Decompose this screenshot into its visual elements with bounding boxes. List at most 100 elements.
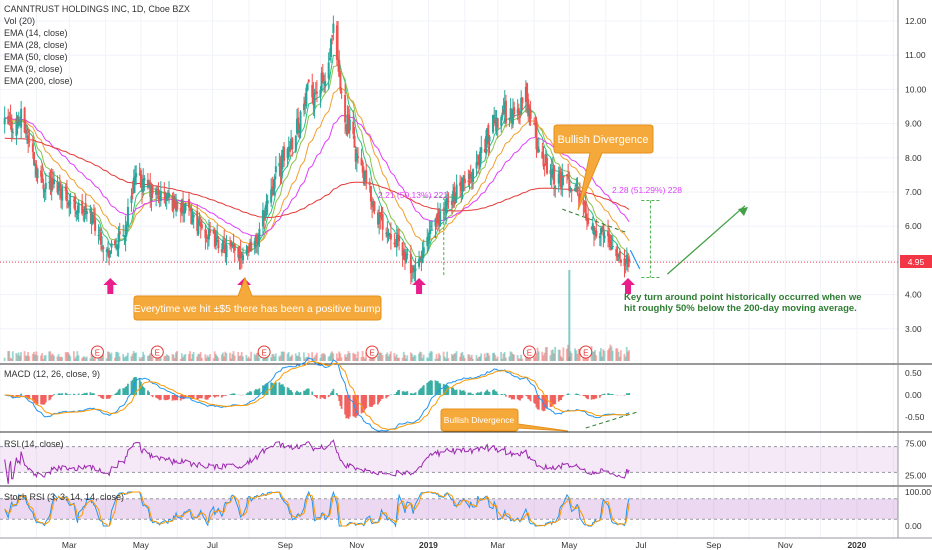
volume-bar [386, 352, 389, 361]
volume-bar [469, 357, 472, 361]
volume-bar [611, 350, 614, 361]
volume-bar [396, 357, 399, 361]
macd-histogram-bar [321, 395, 324, 398]
macd-histogram-bar [175, 395, 177, 400]
candle-body [311, 84, 314, 98]
volume-bar [361, 351, 364, 361]
volume-bar [346, 354, 349, 361]
candle-body [33, 152, 36, 166]
candle-body [570, 189, 573, 192]
macd-histogram-bar [520, 395, 523, 399]
macd-histogram-bar [395, 391, 398, 395]
macd-histogram-bar [404, 392, 406, 395]
time-tick-label: Jul [635, 540, 646, 550]
macd-histogram-bar [627, 393, 629, 395]
volume-bar [230, 358, 233, 361]
volume-bar [327, 356, 330, 361]
measure-label-1: 2.21 (50.13%) 221 [378, 190, 448, 200]
candle-body [223, 240, 226, 243]
macd-histogram-bar [213, 395, 216, 398]
volume-bar [164, 356, 167, 361]
down-arrow-line [629, 249, 641, 270]
candle-body [213, 229, 216, 247]
candle-body [272, 188, 275, 195]
volume-bar [25, 355, 28, 361]
volume-bar [460, 352, 463, 361]
candle-body [551, 168, 554, 175]
candle-body [618, 251, 621, 259]
volume-bar [553, 353, 555, 361]
macd-histogram-bar [24, 395, 27, 397]
volume-bar [254, 355, 257, 361]
candle-body [553, 165, 556, 185]
volume-bar [493, 352, 495, 361]
candle-body [550, 169, 553, 178]
macd-histogram-bar [534, 395, 537, 404]
candle-body [368, 181, 371, 186]
candle-body [105, 249, 108, 252]
volume-bar [220, 354, 223, 361]
macd-divergence-text: Bullish Divergence [444, 415, 515, 425]
stoch-tick-label: 100.00 [905, 487, 931, 497]
volume-bar [413, 355, 416, 361]
candle-body [475, 162, 478, 169]
candle-body [35, 164, 38, 176]
candle-body [492, 114, 495, 133]
macd-histogram-bar [66, 393, 68, 395]
candle-body [261, 210, 264, 227]
candle-body [352, 121, 355, 134]
candle-body [439, 211, 442, 226]
volume-bar [520, 354, 522, 361]
macd-histogram-bar [609, 394, 612, 395]
macd-histogram-bar [385, 395, 388, 399]
macd-histogram-bar [445, 384, 447, 395]
macd-histogram-bar [114, 394, 116, 395]
candle-body [36, 168, 39, 179]
macd-histogram-bar [143, 387, 146, 395]
candle-body [27, 135, 30, 144]
macd-histogram-bar [413, 393, 416, 395]
time-tick-label: Nov [778, 540, 794, 550]
volume-bar [307, 353, 310, 361]
volume-bar [231, 353, 234, 361]
macd-histogram-bar [196, 395, 199, 400]
macd-histogram-bar [290, 390, 293, 395]
candle-body [348, 119, 351, 131]
macd-histogram-bar [526, 395, 528, 397]
ema-line [4, 87, 630, 245]
candle-body [159, 191, 162, 201]
volume-bar [479, 356, 481, 361]
ema-line [4, 137, 630, 219]
volume-bar [543, 352, 546, 361]
volume-bar [496, 356, 499, 361]
macd-histogram-bar [483, 392, 486, 395]
macd-tick-label: -0.50 [905, 412, 925, 422]
candle-body [3, 117, 6, 125]
volume-bar [447, 357, 450, 361]
macd-histogram-bar [535, 395, 538, 408]
candle-body [313, 92, 316, 108]
volume-bar [477, 356, 480, 361]
volume-bar [273, 356, 276, 361]
volume-bar [591, 351, 594, 361]
candle-body [190, 208, 193, 224]
earnings-label: E [583, 349, 588, 358]
candle-body [43, 189, 46, 193]
macd-histogram-bar [306, 388, 309, 395]
candle-body [150, 184, 153, 201]
volume-bar [322, 353, 325, 361]
price-tick-label: 6.00 [905, 221, 922, 231]
volume-bar [429, 351, 432, 361]
macd-histogram-bar [379, 395, 382, 401]
volume-bar [82, 356, 85, 361]
macd-histogram-bar [368, 395, 371, 407]
candle-body [509, 108, 512, 118]
volume-bar [454, 353, 457, 361]
macd-histogram-bar [340, 395, 343, 409]
macd-histogram-bar [307, 388, 310, 395]
macd-histogram-bar [245, 393, 248, 395]
macd-histogram-bar [393, 394, 396, 395]
